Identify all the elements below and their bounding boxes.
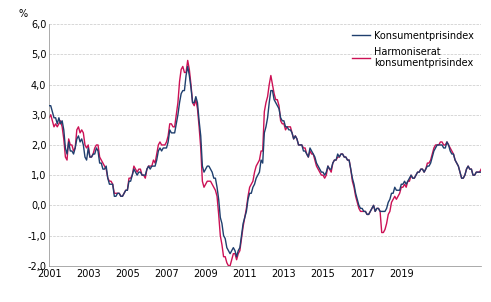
Harmoniserat
konsumentprisindex <box>46 116 52 120</box>
Harmoniserat
konsumentprisindex <box>225 264 231 268</box>
Y-axis label: %: % <box>19 9 27 19</box>
Konsumentprisindex <box>185 65 191 68</box>
Konsumentprisindex <box>478 170 484 174</box>
Harmoniserat
konsumentprisindex <box>131 164 137 168</box>
Legend: Konsumentprisindex, Harmoniserat
konsumentprisindex: Konsumentprisindex, Harmoniserat konsume… <box>350 29 476 70</box>
Konsumentprisindex <box>105 176 111 180</box>
Harmoniserat
konsumentprisindex <box>478 167 484 171</box>
Konsumentprisindex <box>398 182 404 186</box>
Harmoniserat
konsumentprisindex <box>398 185 404 189</box>
Harmoniserat
konsumentprisindex <box>211 185 217 189</box>
Konsumentprisindex <box>131 167 137 171</box>
Harmoniserat
konsumentprisindex <box>423 167 429 171</box>
Konsumentprisindex <box>234 255 240 259</box>
Konsumentprisindex <box>211 176 217 180</box>
Harmoniserat
konsumentprisindex <box>369 207 375 210</box>
Line: Harmoniserat
konsumentprisindex: Harmoniserat konsumentprisindex <box>49 60 481 266</box>
Harmoniserat
konsumentprisindex <box>185 59 191 62</box>
Harmoniserat
konsumentprisindex <box>105 176 111 180</box>
Line: Konsumentprisindex: Konsumentprisindex <box>49 66 481 257</box>
Konsumentprisindex <box>423 167 429 171</box>
Konsumentprisindex <box>369 207 375 210</box>
Konsumentprisindex <box>46 104 52 108</box>
